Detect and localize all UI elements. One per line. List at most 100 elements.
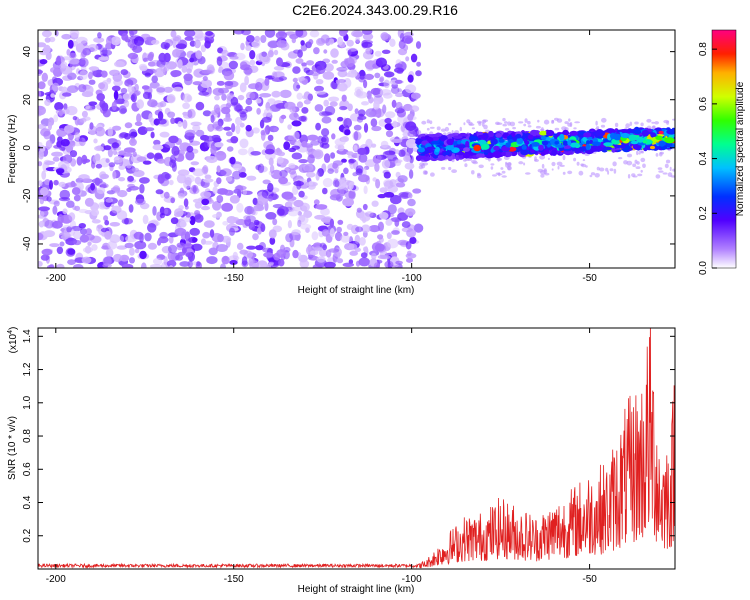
heatmap-cell [168,265,174,268]
heatmap-cell [122,152,133,157]
heatmap-cell [355,36,360,44]
heatmap-cell [481,119,487,124]
heatmap-cell [413,223,424,233]
heatmap-cell [203,240,214,245]
heatmap-cell [260,35,267,43]
heatmap-cell [385,111,396,119]
heatmap-cell [120,108,128,114]
heatmap-cell [495,133,503,138]
heatmap-cell [395,92,404,98]
heatmap-cell [215,107,221,114]
heatmap-cell [121,263,134,268]
heatmap-cell [493,145,500,151]
heatmap-cell [595,120,598,126]
heatmap-cell [346,39,354,47]
heatmap-cell [226,146,234,152]
heatmap-cell [347,49,352,56]
y-tick-label: 1.2 [22,362,33,376]
heatmap-cell [293,180,304,187]
heatmap-cell [122,93,131,101]
heatmap-cell [344,129,351,136]
heatmap-cell [398,39,406,50]
heatmap-cell [223,117,233,122]
heatmap-cell [239,249,248,255]
heatmap-cell [129,257,135,264]
x-tick-label: -50 [582,574,597,585]
heatmap-cell [262,247,274,253]
x-tick-label: -150 [224,574,244,585]
heatmap-cell [538,144,544,151]
heatmap-cell [57,214,64,224]
heatmap-cell [243,67,253,75]
heatmap-cell [562,140,569,146]
heatmap-cell [424,170,428,175]
heatmap-cell [229,195,240,204]
heatmap-cell [313,47,320,55]
heatmap-cell [313,199,320,205]
heatmap-cell [480,143,490,150]
heatmap-cell [325,249,332,258]
heatmap-cell [263,127,268,136]
heatmap-cell [91,104,96,110]
heatmap-cell [448,166,452,171]
heatmap-cell [38,106,46,116]
colorbar-tick-label: 0.4 [698,151,709,165]
heatmap-cell [422,162,429,166]
heatmap-cell [220,263,226,268]
heatmap-cell [109,222,121,227]
heatmap-cell [267,134,274,142]
heatmap-cell [415,155,422,162]
heatmap-cell [254,35,261,43]
heatmap-cell [374,50,382,57]
heatmap-cell [374,72,381,79]
heatmap-cell [658,140,666,147]
heatmap-cell [126,164,132,169]
heatmap-cell [176,242,186,248]
heatmap-cell [172,49,181,58]
heatmap-cell [543,119,550,125]
heatmap-cell [297,219,302,228]
spectrogram-x-ticks: -200 -150 -100 -50 [46,30,597,284]
heatmap-cell [252,233,259,241]
heatmap-cell [407,198,416,207]
heatmap-cell [204,174,212,180]
heatmap-cell [216,244,228,252]
heatmap-cell [267,182,274,193]
heatmap-cell [194,39,201,49]
heatmap-cell [132,167,140,173]
heatmap-cell [85,85,94,95]
heatmap-cell [113,90,119,101]
heatmap-cell [408,169,414,179]
heatmap-cell [38,90,42,97]
heatmap-cell [300,223,312,230]
heatmap-cell [503,151,513,157]
heatmap-cell [95,126,106,137]
heatmap-cell [100,70,108,78]
heatmap-cell [82,47,92,56]
heatmap-cell [585,165,588,168]
heatmap-cell [157,174,165,184]
heatmap-cell [343,231,349,236]
heatmap-cell [365,47,373,55]
heatmap-cell [631,173,636,177]
heatmap-cell [88,71,93,80]
x-tick-label: -200 [46,574,66,585]
heatmap-cell [492,151,502,158]
heatmap-cell [194,214,204,223]
heatmap-cell [271,71,278,79]
heatmap-cell [348,189,356,200]
heatmap-cell [56,140,62,148]
heatmap-cell [509,121,516,127]
heatmap-cell [518,161,524,165]
heatmap-cell [95,163,103,169]
heatmap-cell [387,153,397,162]
heatmap-cell [651,121,655,124]
heatmap-cell [192,81,202,86]
heatmap-cell [39,211,45,217]
heatmap-cell [59,146,66,151]
heatmap-cell [664,137,675,144]
heatmap-cell [269,164,275,174]
heatmap-cell [379,212,389,220]
heatmap-cell [239,138,249,149]
heatmap-cell [223,70,235,81]
